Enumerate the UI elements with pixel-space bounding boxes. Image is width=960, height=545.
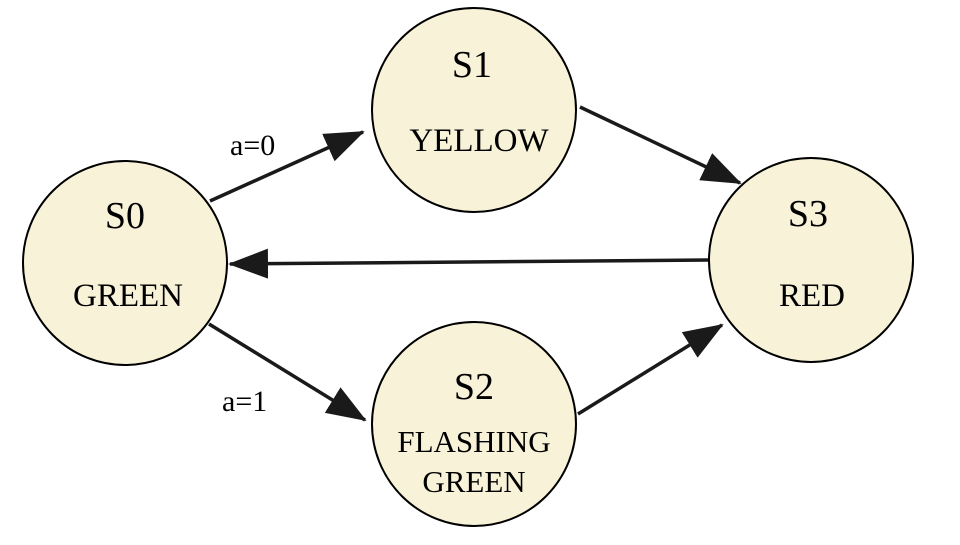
- state-s3-name: S3: [788, 193, 828, 235]
- transition-s0-s1: [209, 130, 365, 203]
- state-s1-circle: [371, 7, 577, 213]
- state-s3-output: RED: [779, 278, 845, 314]
- transition-s1-s3: [579, 105, 742, 185]
- state-s2-circle: [371, 321, 577, 527]
- state-s2-output-line2: GREEN: [422, 464, 525, 499]
- state-s1: S1 YELLOW: [371, 7, 577, 213]
- transition-s0-s2: [208, 322, 367, 422]
- state-s0-circle: [22, 160, 228, 366]
- state-s2-name: S2: [454, 366, 494, 408]
- transition-s3-s0: [228, 248, 710, 279]
- transition-label-s0-s1: a=0: [230, 129, 275, 162]
- transitions: [208, 105, 742, 422]
- transition-label-s0-s2: a=1: [222, 385, 267, 418]
- state-s2-output-line1: FLASHING: [397, 424, 550, 459]
- state-s1-output: YELLOW: [409, 123, 549, 159]
- state-s1-name: S1: [452, 44, 492, 86]
- state-s0: S0 GREEN: [22, 160, 228, 366]
- transition-s2-s3: [577, 323, 724, 416]
- state-s2: S2 FLASHING GREEN: [371, 321, 577, 527]
- state-s3-circle: [708, 157, 914, 363]
- state-s3: S3 RED: [708, 157, 914, 363]
- state-s0-name: S0: [105, 195, 145, 237]
- state-s0-output: GREEN: [73, 278, 183, 314]
